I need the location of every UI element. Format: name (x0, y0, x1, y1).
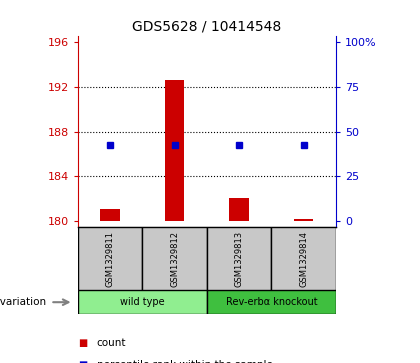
Text: Rev-erbα knockout: Rev-erbα knockout (226, 297, 317, 307)
Bar (294, 219, 313, 221)
Text: percentile rank within the sample: percentile rank within the sample (97, 360, 273, 363)
Bar (271, 227, 336, 290)
Bar (165, 80, 184, 221)
Bar (78, 290, 207, 314)
Text: wild type: wild type (120, 297, 165, 307)
Bar (229, 198, 249, 221)
Text: GSM1329813: GSM1329813 (235, 231, 244, 287)
Text: ■: ■ (78, 360, 87, 363)
Text: GSM1329811: GSM1329811 (105, 231, 115, 287)
Bar (207, 227, 271, 290)
Bar (78, 227, 142, 290)
Text: genotype/variation: genotype/variation (0, 297, 46, 307)
Title: GDS5628 / 10414548: GDS5628 / 10414548 (132, 20, 281, 34)
Text: GSM1329814: GSM1329814 (299, 231, 308, 287)
Text: count: count (97, 338, 126, 348)
Text: GSM1329812: GSM1329812 (170, 231, 179, 287)
Bar (100, 209, 120, 221)
Bar (207, 290, 336, 314)
Bar (142, 227, 207, 290)
Text: ■: ■ (78, 338, 87, 348)
